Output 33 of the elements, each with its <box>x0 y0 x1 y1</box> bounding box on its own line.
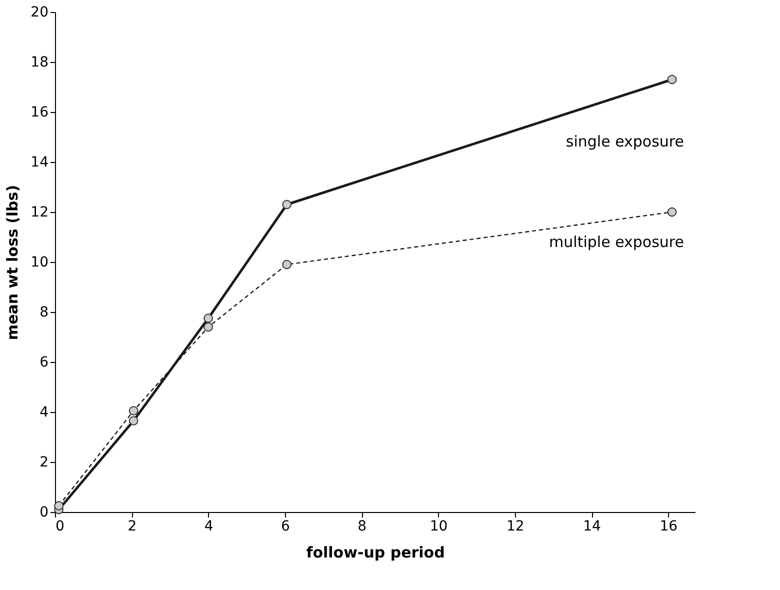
point <box>204 322 213 332</box>
point <box>54 501 64 510</box>
x-tick-label: 10 <box>430 518 448 534</box>
point <box>204 314 213 323</box>
point <box>282 200 292 210</box>
x-tick-label: 16 <box>660 518 678 534</box>
x-tick-label: 4 <box>204 518 214 534</box>
x-tick-label: 6 <box>280 518 290 534</box>
x-tick-label: 8 <box>358 518 367 534</box>
series-label: multiple exposure <box>549 233 684 251</box>
series-label: single exposure <box>566 132 684 150</box>
x-tick-label: 14 <box>583 518 602 534</box>
x-axis-title: follow-up period <box>306 544 445 562</box>
y-axis-title: mean wt loss (lbs) <box>4 184 22 340</box>
point <box>282 260 292 270</box>
x-tick-label: 2 <box>128 518 137 534</box>
y-tick-label: 8 <box>40 304 48 320</box>
point <box>667 74 677 84</box>
x-tick-label: 0 <box>56 518 64 534</box>
x-tick-label: 12 <box>506 518 524 534</box>
point <box>128 406 138 416</box>
y-tick-label: 4 <box>40 404 49 420</box>
point <box>667 207 677 217</box>
y-tick-label: 14 <box>30 154 49 170</box>
point <box>128 416 138 426</box>
y-tick-label: 12 <box>30 204 48 220</box>
y-tick-label: 10 <box>30 254 48 270</box>
y-tick-label: 2 <box>40 454 48 470</box>
y-tick-label: 18 <box>30 54 48 70</box>
y-tick-label: 6 <box>40 354 49 370</box>
y-tick-label: 0 <box>40 504 48 520</box>
y-tick-label: 16 <box>30 104 49 120</box>
y-tick-label: 20 <box>30 4 48 20</box>
